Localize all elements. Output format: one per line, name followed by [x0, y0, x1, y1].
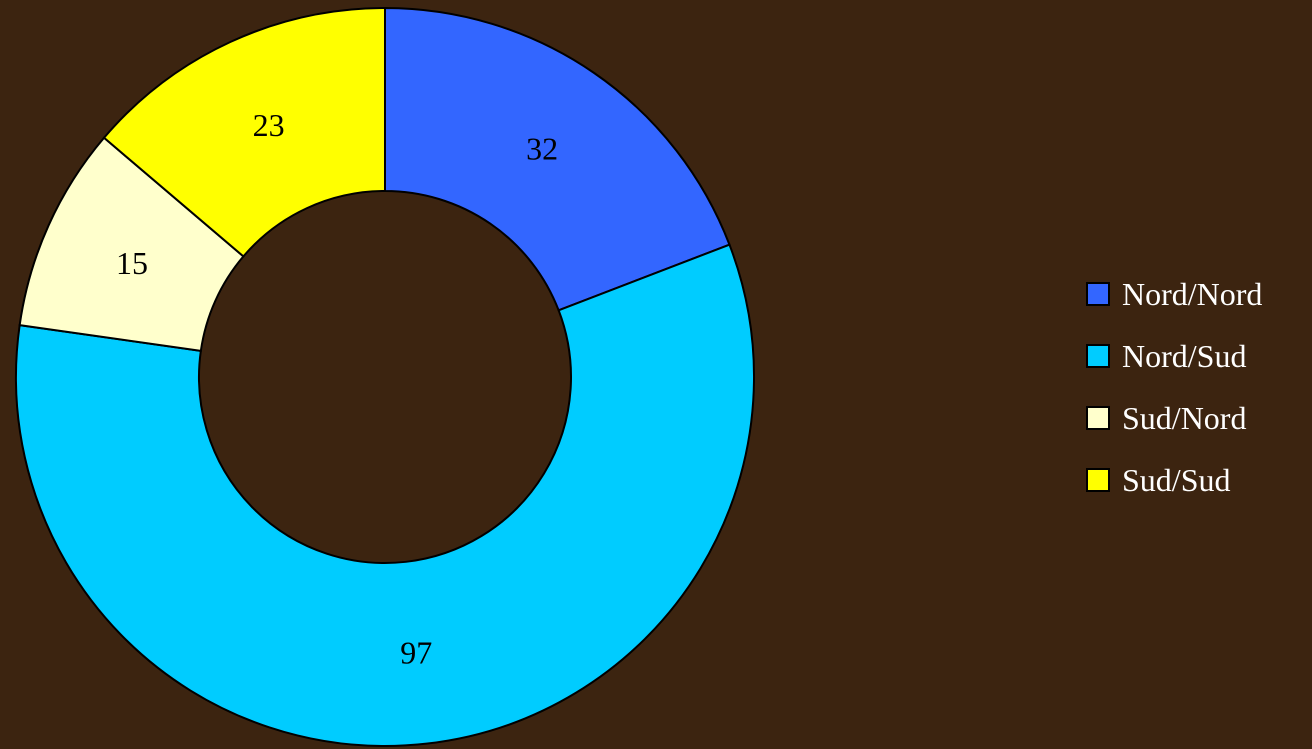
- legend-swatch-nord-sud: [1086, 344, 1110, 368]
- data-label-sud-nord: 15: [116, 245, 148, 281]
- legend-item-sud-nord: Sud/Nord: [1086, 398, 1262, 438]
- legend-swatch-sud-sud: [1086, 468, 1110, 492]
- legend-label-sud-nord: Sud/Nord: [1122, 399, 1247, 436]
- legend: Nord/Nord Nord/Sud Sud/Nord Sud/Sud: [1086, 274, 1262, 522]
- legend-label-nord-nord: Nord/Nord: [1122, 275, 1263, 312]
- data-label-sud-sud: 23: [253, 107, 285, 143]
- data-label-nord-sud: 97: [400, 635, 432, 671]
- legend-label-nord-sud: Nord/Sud: [1122, 337, 1247, 374]
- donut-slice-sud-sud: [102, 6, 386, 258]
- legend-item-sud-sud: Sud/Sud: [1086, 460, 1262, 500]
- legend-item-nord-nord: Nord/Nord: [1086, 274, 1262, 314]
- donut-slice-nord-nord: [384, 6, 731, 312]
- donut-chart: 32 97 15 23: [15, 6, 755, 747]
- data-label-nord-nord: 32: [526, 130, 558, 166]
- legend-swatch-sud-nord: [1086, 406, 1110, 430]
- legend-item-nord-sud: Nord/Sud: [1086, 336, 1262, 376]
- legend-label-sud-sud: Sud/Sud: [1122, 461, 1231, 498]
- donut-slice-nord-sud: [15, 243, 755, 747]
- legend-swatch-nord-nord: [1086, 282, 1110, 306]
